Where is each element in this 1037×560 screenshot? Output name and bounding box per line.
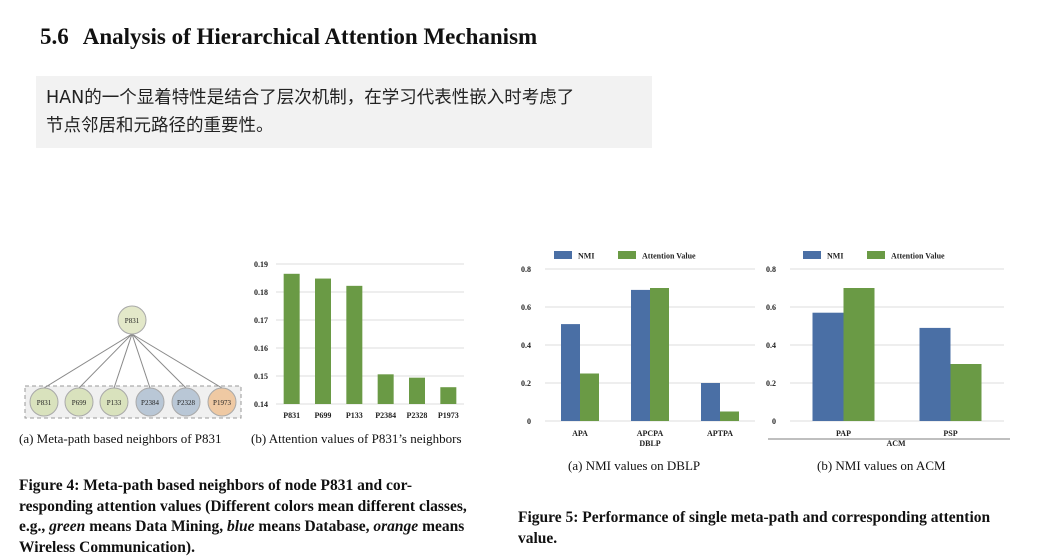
- figure4-caption: Figure 4: Meta-path based neighbors of n…: [19, 476, 475, 558]
- attention-bar: [315, 278, 331, 404]
- fig4a-caption: (a) Meta-path based neighbors of P831: [19, 431, 222, 446]
- x-axis-title: DBLP: [639, 439, 660, 448]
- neighbor-node-label: P2384: [141, 399, 159, 407]
- y-tick-label: 0.8: [766, 265, 776, 274]
- series-bar: [919, 327, 951, 421]
- x-tick-label: P133: [346, 411, 363, 420]
- attention-bar: [346, 285, 363, 404]
- series-bar: [650, 288, 669, 421]
- graph-edge: [131, 333, 187, 389]
- fig4-caption-orange: orange: [373, 518, 419, 535]
- x-tick-label: APCPA: [637, 429, 664, 438]
- neighbor-node-label: P2328: [177, 399, 195, 407]
- x-tick-label: PAP: [836, 429, 851, 438]
- fig5b-caption: (b) NMI values on ACM: [817, 458, 946, 473]
- neighbor-node: [171, 387, 201, 417]
- graph-edge: [113, 333, 133, 389]
- series-bar: [631, 289, 650, 421]
- attention-bar: [409, 377, 425, 404]
- figure5-caption: Figure 5: Performance of single meta-pat…: [518, 509, 991, 547]
- note-line-2: 节点邻居和元路径的重要性。: [46, 116, 274, 136]
- legend-label: Attention Value: [642, 252, 696, 261]
- y-tick-label: 0.2: [766, 379, 776, 388]
- x-tick-label: PSP: [943, 429, 957, 438]
- x-tick-label: P831: [283, 411, 300, 420]
- fig4-caption-suffix: means Wireless Communication).: [19, 518, 465, 556]
- x-tick-label: P699: [315, 411, 332, 420]
- section-number: 5.6: [40, 24, 69, 49]
- y-tick-label: 0.6: [766, 303, 776, 312]
- y-tick-label: 0: [527, 417, 531, 426]
- graph-edge: [131, 333, 223, 389]
- y-tick-label: 0.16: [254, 344, 268, 353]
- neighbor-node-label: P699: [72, 399, 87, 407]
- neighbor-node-label: P133: [107, 399, 122, 407]
- series-bar: [701, 383, 720, 421]
- legend-label: NMI: [578, 252, 594, 261]
- neighbor-node-label: P1973: [213, 399, 231, 407]
- y-tick-label: 0.4: [521, 341, 531, 350]
- x-tick-label: P1973: [438, 411, 459, 420]
- series-bar: [950, 364, 982, 421]
- y-tick-label: 0.4: [766, 341, 776, 350]
- series-bar: [580, 373, 599, 421]
- legend-label: Attention Value: [891, 252, 945, 261]
- legend-label: NMI: [827, 252, 843, 261]
- y-tick-label: 0.6: [521, 303, 531, 312]
- fig5a-caption: (a) NMI values on DBLP: [568, 458, 701, 473]
- neighbor-node: [99, 387, 129, 417]
- y-tick-label: 0.19: [254, 260, 268, 269]
- fig4-caption-blue: blue: [226, 518, 255, 535]
- legend-swatch: [867, 251, 885, 259]
- center-node: [117, 305, 147, 335]
- series-bar: [561, 324, 580, 421]
- graph-edge: [78, 333, 133, 389]
- y-tick-label: 0.2: [521, 379, 531, 388]
- neighbor-node: [135, 387, 165, 417]
- x-tick-label: P2384: [375, 411, 396, 420]
- y-tick-label: 0.18: [254, 288, 268, 297]
- neighbor-node: [29, 387, 59, 417]
- y-tick-label: 0: [772, 417, 776, 426]
- x-tick-label: APTPA: [707, 429, 733, 438]
- attention-bar: [283, 273, 300, 404]
- attention-bar: [377, 374, 394, 404]
- neighbor-node: [64, 387, 94, 417]
- fig4-caption-mid2: means Database,: [254, 518, 374, 535]
- note-line-1: HAN的一个显着特性是结合了层次机制，在学习代表性嵌入时考虑了: [46, 88, 575, 108]
- fig4-caption-prefix: Figure 4: Meta-path based neighbors of n…: [19, 477, 467, 535]
- x-tick-label: P2328: [407, 411, 428, 420]
- y-tick-label: 0.8: [521, 265, 531, 274]
- neighbor-node-label: P831: [37, 399, 52, 407]
- series-bar: [720, 411, 739, 421]
- series-bar: [812, 312, 844, 421]
- translation-note: HAN的一个显着特性是结合了层次机制，在学习代表性嵌入时考虑了 节点邻居和元路径…: [36, 76, 652, 148]
- section-title: Analysis of Hierarchical Attention Mecha…: [82, 24, 538, 49]
- legend-swatch: [803, 251, 821, 259]
- graph-edge: [43, 333, 133, 389]
- graph-edge: [131, 333, 151, 389]
- neighbors-group-box: [24, 385, 242, 419]
- legend-swatch: [618, 251, 636, 259]
- y-tick-label: 0.14: [254, 400, 268, 409]
- neighbor-node: [207, 387, 237, 417]
- fig4b-caption: (b) Attention values of P831’s neighbors: [251, 431, 462, 446]
- y-tick-label: 0.15: [254, 372, 268, 381]
- x-axis-title: ACM: [886, 439, 906, 448]
- fig4-caption-green: green: [49, 518, 86, 535]
- y-tick-label: 0.17: [254, 316, 268, 325]
- center-node-label: P831: [125, 317, 140, 325]
- attention-bar: [440, 387, 457, 404]
- series-bar: [843, 288, 875, 421]
- x-tick-label: APA: [572, 429, 588, 438]
- section-heading: 5.6 Analysis of Hierarchical Attention Me…: [40, 24, 537, 50]
- fig4-caption-mid1: means Data Mining,: [85, 518, 227, 535]
- legend-swatch: [554, 251, 572, 259]
